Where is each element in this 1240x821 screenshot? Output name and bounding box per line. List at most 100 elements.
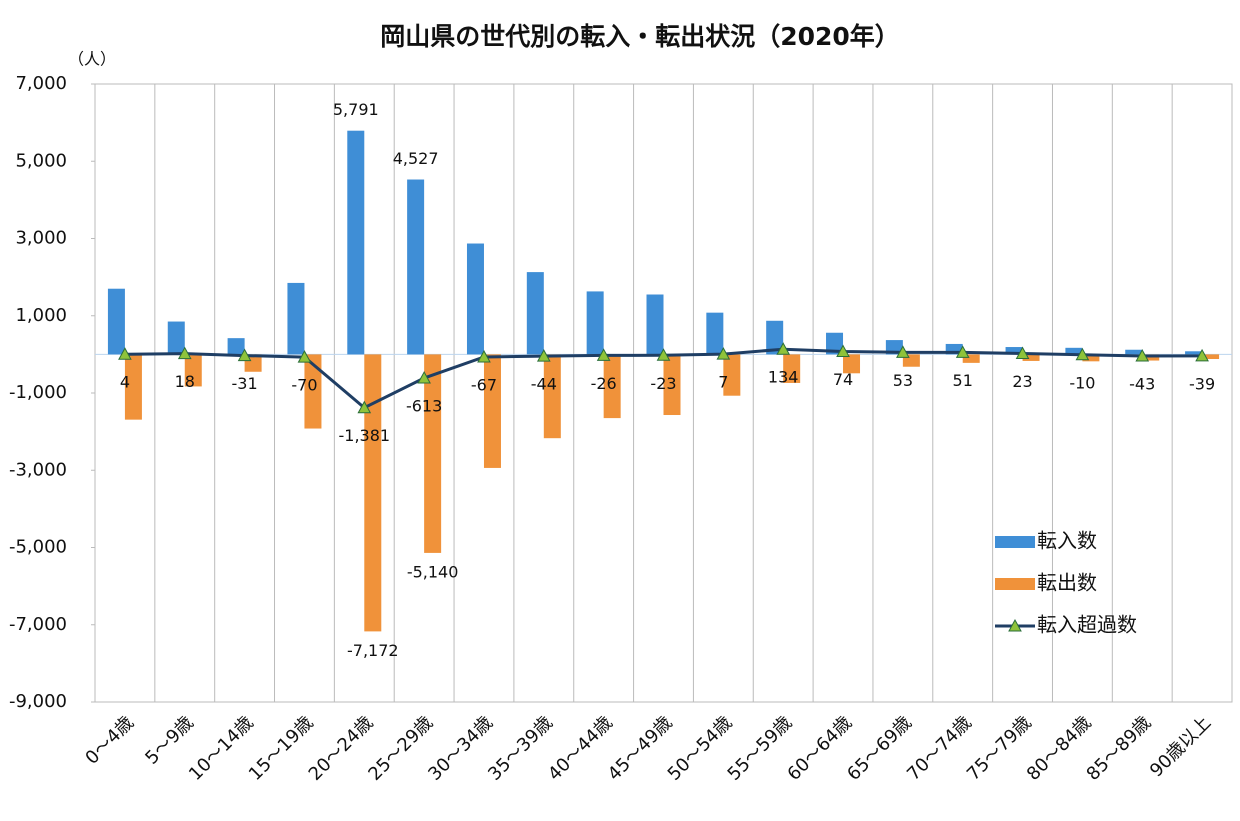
bar [364, 354, 382, 632]
line-marker [596, 348, 611, 361]
y-tick-label: 7,000 [15, 73, 67, 94]
x-tick-label: 30～34歳 [424, 712, 497, 785]
bar [706, 312, 724, 355]
x-tick-label: 15～19歳 [245, 712, 318, 785]
line-marker [536, 349, 551, 362]
bar [826, 332, 844, 355]
bar [227, 338, 245, 355]
bar [107, 288, 125, 355]
line-marker [1015, 346, 1030, 359]
line-marker [297, 350, 312, 363]
legend-label: 転入超過数 [1037, 613, 1137, 637]
line-marker [955, 345, 970, 358]
x-tick-label: 40～44歳 [544, 712, 617, 785]
line-marker [177, 346, 192, 360]
y-tick-label: -7,000 [9, 614, 67, 635]
x-tick-label: 85～89歳 [1083, 712, 1156, 785]
x-tick-label: 60～64歳 [783, 712, 856, 785]
x-tick-label: 10～14歳 [185, 712, 258, 785]
x-tick-label: 50～54歳 [664, 712, 737, 785]
data-label: -39 [1189, 374, 1215, 393]
legend-label: 転出数 [1037, 571, 1097, 595]
data-label: 5,791 [333, 100, 379, 119]
data-label: -67 [471, 375, 497, 394]
x-tick-label: 35～39歳 [484, 712, 557, 785]
data-label: 51 [953, 371, 973, 390]
data-label: -43 [1129, 375, 1155, 394]
data-label: -10 [1069, 373, 1095, 392]
bar [184, 354, 202, 387]
data-label: -26 [591, 374, 617, 393]
x-tick-label: 0～4歳 [81, 712, 138, 769]
bar [483, 354, 501, 468]
x-tick-label: 90歳以上 [1146, 712, 1215, 781]
bar [167, 321, 185, 355]
bar [1185, 351, 1203, 355]
data-label: 53 [893, 371, 913, 390]
x-tick-label: 55～59歳 [724, 712, 797, 785]
x-tick-label: 80～84歳 [1023, 712, 1096, 785]
bar [843, 354, 861, 374]
bar [407, 179, 425, 355]
x-tick-label: 25～29歳 [365, 712, 438, 785]
data-label: -70 [291, 376, 317, 395]
x-tick-label: 70～74歳 [903, 712, 976, 785]
bar [1082, 354, 1100, 362]
bar [543, 354, 561, 439]
line-marker [357, 400, 372, 414]
chart-title: 岡山県の世代別の転入・転出状況（2020年） [380, 22, 900, 51]
data-label: -44 [531, 375, 557, 394]
x-tick-label: 5～9歳 [141, 712, 198, 769]
legend-marker [1008, 618, 1022, 632]
data-label: -5,140 [407, 562, 459, 581]
data-label: -613 [406, 397, 442, 416]
bar [945, 343, 963, 355]
data-label: -1,381 [339, 426, 391, 445]
line-marker [237, 348, 252, 362]
data-label: -23 [650, 374, 676, 393]
bar [424, 354, 442, 553]
bar [1022, 354, 1040, 361]
bar [1202, 354, 1220, 360]
legend-swatch [995, 578, 1035, 590]
bar [466, 243, 484, 355]
bar [1065, 347, 1083, 355]
data-label: 23 [1012, 372, 1032, 391]
bar [586, 291, 604, 355]
bar [347, 130, 365, 355]
y-tick-label: -1,000 [9, 382, 67, 403]
y-tick-label: 5,000 [15, 150, 67, 171]
y-tick-label: -9,000 [9, 691, 67, 712]
data-label: 18 [175, 372, 195, 391]
line-marker [896, 345, 910, 358]
line-marker [417, 371, 431, 384]
bar [646, 294, 664, 355]
line-marker [1195, 348, 1209, 362]
bar [766, 320, 784, 355]
y-tick-label: -5,000 [9, 537, 67, 558]
bar [783, 354, 801, 383]
bar [304, 354, 322, 429]
data-label: 4 [120, 373, 130, 392]
bar [603, 354, 621, 419]
bar [526, 272, 544, 355]
line-marker [656, 348, 671, 361]
line-marker [836, 344, 850, 358]
legend-swatch [995, 536, 1035, 548]
bar [1125, 349, 1143, 355]
y-tick-label: 3,000 [15, 228, 67, 249]
bar [663, 354, 681, 416]
line-marker [1075, 347, 1090, 361]
line-marker [716, 347, 731, 360]
y-tick-label: -3,000 [9, 459, 67, 480]
data-label: 7 [718, 373, 728, 392]
y-tick-label: 1,000 [15, 305, 67, 326]
x-tick-label: 75～79歳 [963, 712, 1036, 785]
data-label: 134 [768, 368, 799, 387]
x-tick-label: 65～69歳 [843, 712, 916, 785]
y-unit: （人） [68, 50, 116, 69]
data-label: -31 [232, 374, 258, 393]
line-marker [477, 349, 491, 363]
legend-label: 転入数 [1037, 529, 1097, 553]
